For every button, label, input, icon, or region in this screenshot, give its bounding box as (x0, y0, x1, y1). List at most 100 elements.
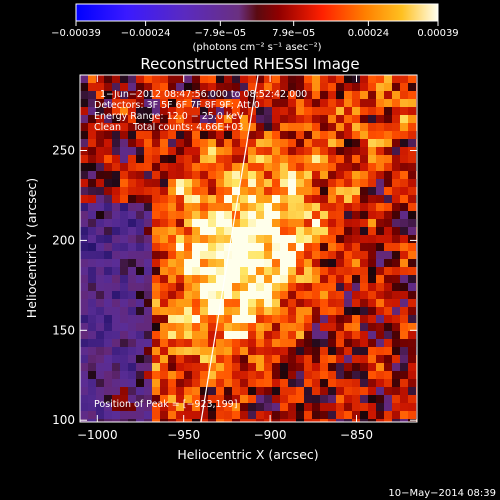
heatmap-cell (208, 355, 217, 364)
heatmap-cell (392, 347, 401, 356)
heatmap-cell (152, 411, 161, 420)
heatmap-cell (80, 123, 89, 132)
heatmap-cell (224, 187, 233, 196)
heatmap-cell (408, 163, 417, 172)
heatmap-cell (120, 219, 129, 228)
heatmap-cell (216, 99, 225, 108)
heatmap-cell (360, 211, 369, 220)
heatmap-cell (328, 355, 337, 364)
heatmap-cell (296, 363, 305, 372)
heatmap-cell (192, 243, 201, 252)
heatmap-cell (96, 107, 105, 116)
heatmap-cell (336, 355, 345, 364)
heatmap-cell (112, 283, 121, 292)
heatmap-cell (88, 259, 97, 268)
heatmap-cell (80, 259, 89, 268)
heatmap-cell (272, 139, 281, 148)
heatmap-cell (168, 131, 177, 140)
heatmap-cell (328, 315, 337, 324)
heatmap-cell (264, 315, 273, 324)
heatmap-cell (256, 323, 265, 332)
heatmap-cell (224, 163, 233, 172)
heatmap-cell (264, 299, 273, 308)
heatmap-cell (216, 91, 225, 100)
heatmap-cell (112, 139, 121, 148)
heatmap-cell (128, 371, 137, 380)
heatmap-cell (400, 83, 409, 92)
heatmap-cell (128, 139, 137, 148)
heatmap-cell (160, 179, 169, 188)
heatmap-cell (360, 387, 369, 396)
heatmap-cell (208, 83, 217, 92)
heatmap-cell (112, 267, 121, 276)
heatmap-cell (344, 131, 353, 140)
heatmap-cell (400, 179, 409, 188)
heatmap-cell (344, 203, 353, 212)
heatmap-cell (400, 331, 409, 340)
heatmap-cell (360, 107, 369, 116)
heatmap-cell (280, 251, 289, 260)
heatmap-cell (168, 171, 177, 180)
heatmap-cell (168, 139, 177, 148)
heatmap-cell (312, 299, 321, 308)
heatmap-cell (152, 315, 161, 324)
heatmap-cell (136, 251, 145, 260)
heatmap-cell (176, 123, 185, 132)
heatmap-cell (200, 403, 209, 412)
heatmap-cell (312, 115, 321, 124)
heatmap-cell (104, 187, 113, 196)
heatmap-cell (288, 299, 297, 308)
heatmap-cell (256, 299, 265, 308)
heatmap-cell (176, 155, 185, 164)
heatmap-cell (224, 275, 233, 284)
heatmap-cell (128, 379, 137, 388)
heatmap-cell (304, 155, 313, 164)
heatmap-cell (232, 411, 241, 420)
heatmap-cell (272, 123, 281, 132)
heatmap-cell (80, 155, 89, 164)
heatmap-cell (328, 371, 337, 380)
heatmap-cell (128, 291, 137, 300)
heatmap-cell (328, 235, 337, 244)
heatmap-cell (216, 403, 225, 412)
heatmap-cell (304, 203, 313, 212)
heatmap-cell (152, 363, 161, 372)
heatmap-cell (392, 307, 401, 316)
heatmap-cell (192, 331, 201, 340)
heatmap-cell (192, 419, 201, 422)
heatmap-cell (320, 323, 329, 332)
heatmap-cell (160, 163, 169, 172)
heatmap-cell (120, 99, 129, 108)
heatmap-cell (88, 179, 97, 188)
heatmap-cell (184, 371, 193, 380)
heatmap-cell (320, 139, 329, 148)
heatmap-cell (320, 91, 329, 100)
heatmap-cell (184, 195, 193, 204)
heatmap-cell (224, 139, 233, 148)
heatmap-cell (264, 99, 273, 108)
heatmap-cell (248, 403, 257, 412)
heatmap-cell (88, 403, 97, 412)
heatmap-cell (280, 179, 289, 188)
heatmap-cell (352, 91, 361, 100)
heatmap-cell (256, 211, 265, 220)
heatmap-cell (392, 323, 401, 332)
heatmap-cell (160, 371, 169, 380)
heatmap-cell (96, 259, 105, 268)
heatmap-cell (216, 315, 225, 324)
heatmap-cell (312, 379, 321, 388)
heatmap-cell (88, 211, 97, 220)
heatmap-cell (288, 339, 297, 348)
heatmap-cell (296, 331, 305, 340)
heatmap-cell (312, 275, 321, 284)
heatmap-cell (408, 115, 417, 124)
heatmap-cell (248, 323, 257, 332)
heatmap-cell (344, 243, 353, 252)
heatmap-cell (248, 83, 257, 92)
heatmap-cell (152, 83, 161, 92)
heatmap-cell (192, 403, 201, 412)
heatmap-cell (144, 395, 153, 404)
heatmap-cell (344, 115, 353, 124)
heatmap-cell (352, 403, 361, 412)
heatmap-cell (88, 307, 97, 316)
